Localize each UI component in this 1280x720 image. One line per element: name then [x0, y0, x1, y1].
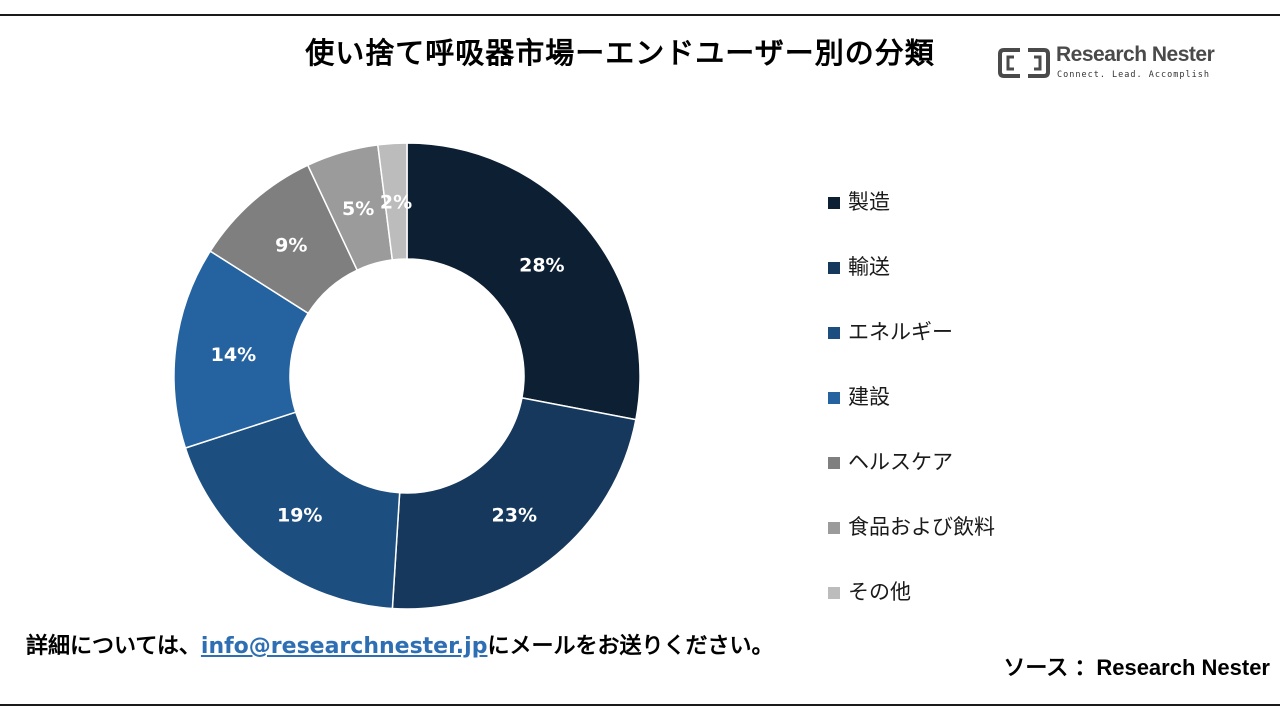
legend-swatch	[828, 587, 840, 599]
donut-slice-7	[376, 142, 408, 261]
donut-slice-3	[184, 411, 401, 610]
donut-slice-label-7: 2%	[380, 191, 412, 213]
legend-label: ヘルスケア	[848, 450, 953, 474]
legend-swatch	[828, 262, 840, 274]
donut-slice-label-1: 28%	[519, 254, 564, 276]
legend-swatch	[828, 522, 840, 534]
contact-email-link[interactable]: info@researchnester.jp	[200, 634, 488, 659]
bottom-border	[0, 704, 1280, 706]
donut-slice-1	[406, 142, 641, 421]
donut-slice-2	[391, 397, 637, 610]
legend-label: 建設	[848, 385, 890, 409]
source-credit: ソース ：Research Nester	[1003, 655, 1270, 680]
legend-swatch	[828, 197, 840, 209]
donut-slice-label-5: 9%	[275, 235, 307, 257]
logo-tagline: Connect. Lead. Accomplish	[1057, 70, 1210, 80]
legend-swatch	[828, 392, 840, 404]
donut-slice-label-2: 23%	[492, 504, 537, 526]
legend-label: その他	[848, 580, 911, 604]
chart-title: 使い捨て呼吸器市場ーエンドユーザー別の分類	[305, 36, 935, 70]
logo-mark-icon	[998, 48, 1050, 78]
legend-label: 輸送	[848, 255, 890, 279]
legend-swatch	[828, 457, 840, 469]
contact-note: 詳細については、info@researchnester.jpにメールをお送りくだ…	[26, 628, 773, 660]
legend-label: 製造	[848, 190, 890, 214]
top-border	[0, 14, 1280, 16]
donut-slice-label-6: 5%	[342, 198, 374, 220]
donut-slice-label-3: 19%	[277, 504, 322, 526]
legend-label: 食品および飲料	[848, 515, 995, 539]
donut-slice-4	[173, 250, 310, 449]
research-nester-logo: Research Nester Connect. Lead. Accomplis…	[998, 43, 1218, 85]
contact-note-prefix: 詳細については、	[26, 634, 201, 659]
legend-swatch	[828, 327, 840, 339]
contact-note-suffix: にメールをお送りください。	[487, 634, 774, 659]
legend-label: エネルギー	[848, 320, 953, 344]
logo-name: Research Nester	[1056, 43, 1215, 66]
donut-slice-label-4: 14%	[211, 344, 256, 366]
